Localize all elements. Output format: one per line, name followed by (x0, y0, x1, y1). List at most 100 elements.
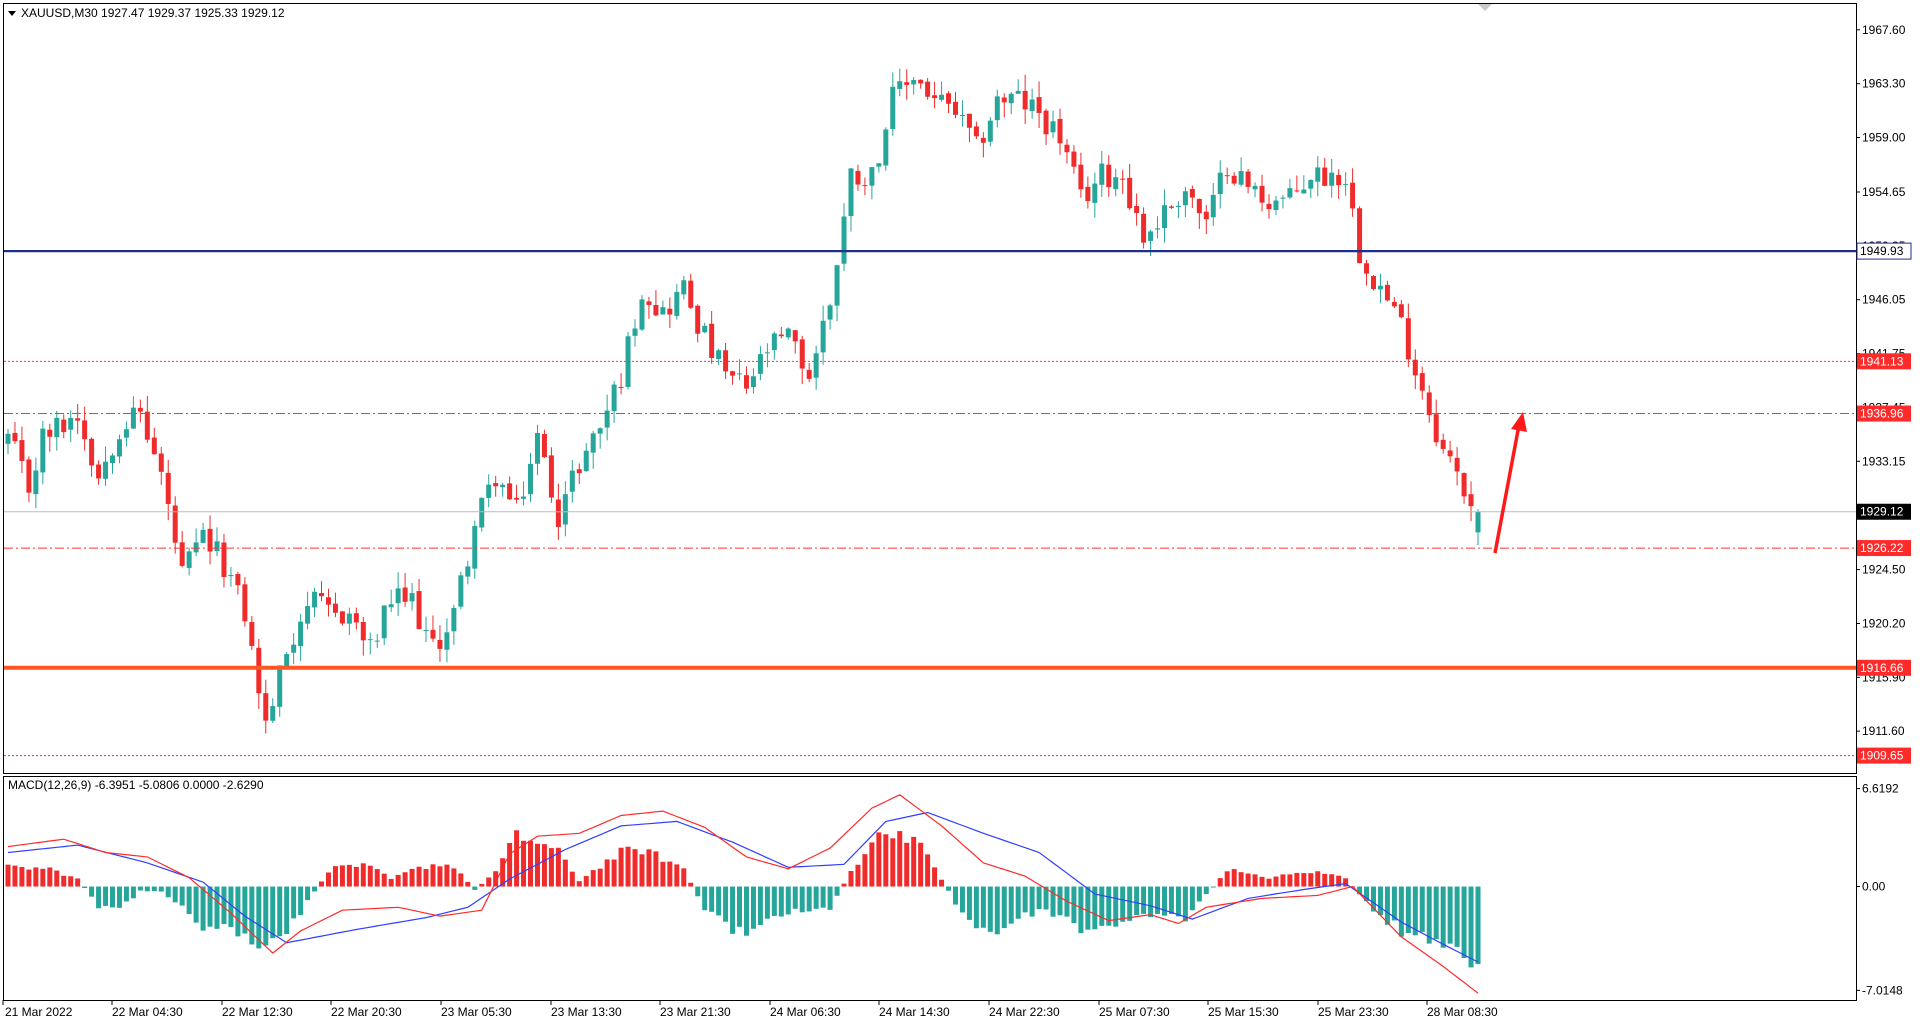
macd-histogram-bar (667, 861, 673, 887)
macd-histogram-bar (939, 879, 945, 887)
up-arrow-icon (1493, 412, 1527, 554)
macd-histogram-bar (367, 865, 373, 887)
macd-histogram-bar (89, 886, 95, 897)
candle (1315, 156, 1321, 197)
macd-histogram-bar (1134, 886, 1140, 916)
macd-histogram-bar (653, 851, 659, 887)
macd-histogram-bar (451, 868, 457, 887)
macd-histogram-bar (1252, 874, 1258, 887)
macd-histogram-bar (702, 886, 708, 911)
macd-histogram-bar (1357, 886, 1363, 895)
macd-histogram-bar (737, 886, 743, 927)
candle (291, 633, 297, 665)
macd-histogram-bar (186, 886, 192, 915)
candle (249, 615, 255, 650)
candle (19, 426, 25, 473)
price-level-tag[interactable]: 1941.13 (1857, 353, 1911, 370)
candle (667, 297, 673, 328)
price-level-tag[interactable]: 1926.22 (1857, 540, 1911, 557)
macd-histogram-bar (5, 864, 11, 887)
macd-histogram-bar (416, 866, 422, 887)
macd-histogram-bar (144, 886, 150, 892)
macd-histogram-bar (785, 886, 791, 915)
price-level-tag-label: 1916.66 (1860, 661, 1904, 675)
macd-histogram-bar (1036, 886, 1042, 910)
candle (932, 81, 938, 109)
candle (1113, 168, 1119, 197)
macd-histogram-bar (277, 886, 283, 937)
candle (806, 362, 812, 383)
macd-histogram-bar (792, 886, 798, 909)
candle (172, 496, 178, 554)
macd-histogram-bar (179, 886, 185, 906)
candle (597, 427, 603, 449)
time-tick-label: 23 Mar 05:30 (441, 1005, 512, 1019)
candle (1357, 206, 1363, 264)
macd-histogram-bar (298, 886, 304, 916)
time-tick-label: 24 Mar 22:30 (989, 1005, 1060, 1019)
symbol-dropdown-icon[interactable] (8, 11, 16, 16)
time-tick-label: 25 Mar 15:30 (1208, 1005, 1279, 1019)
macd-histogram-bar (911, 836, 917, 887)
macd-histogram-bar (1141, 886, 1147, 914)
candle (1329, 158, 1335, 198)
macd-histogram-bar (75, 878, 81, 887)
macd-histogram-bar (876, 832, 882, 887)
macd-histogram-bar (221, 886, 227, 924)
candle (757, 346, 763, 381)
candle (939, 81, 945, 102)
candle (116, 434, 122, 464)
candle (792, 330, 798, 354)
candle (1364, 259, 1370, 286)
time-tick-label: 22 Mar 20:30 (331, 1005, 402, 1019)
price-tick-label: 1954.65 (1862, 185, 1906, 199)
macd-axis[interactable]: 6.6192 0.00 -7.0148 (1856, 782, 1903, 998)
time-axis[interactable]: 21 Mar 2022 22 Mar 04:30 22 Mar 12:30 22 Ma… (2, 1000, 1498, 1019)
candle (1440, 433, 1446, 454)
macd-histogram-bar (590, 870, 596, 887)
macd-histogram-bar (1461, 886, 1467, 958)
price-level-tag[interactable]: 1916.66 (1857, 659, 1911, 676)
candle (716, 348, 722, 365)
macd-histogram-bar (430, 864, 436, 887)
candle (472, 520, 478, 579)
macd-histogram-bar (1454, 886, 1460, 947)
macd-histogram-bar (1412, 886, 1418, 936)
price-level-tag[interactable]: 1909.65 (1857, 747, 1911, 764)
macd-histogram-bar (959, 886, 965, 913)
macd-histogram-bar (660, 861, 666, 887)
candle (367, 632, 373, 655)
candle (514, 484, 520, 504)
macd-histogram-bar (604, 859, 610, 887)
candle (465, 560, 471, 585)
macd-histogram-bar (137, 886, 143, 891)
macd-histogram-bar (973, 886, 979, 929)
macd-histogram-bar (883, 834, 889, 887)
candle (486, 474, 492, 508)
candle (980, 132, 986, 158)
macd-histogram-bar (618, 847, 624, 887)
candle (1343, 172, 1349, 196)
candle (402, 572, 408, 607)
candle (1391, 297, 1397, 309)
candle (193, 528, 199, 557)
macd-histogram-bar (681, 868, 687, 887)
candle (674, 284, 680, 320)
candle (750, 368, 756, 394)
price-level-tag[interactable]: 1929.12 (1857, 503, 1911, 520)
scroll-marker-icon[interactable] (1478, 4, 1492, 11)
candle (374, 634, 380, 648)
macd-histogram-bar (548, 848, 554, 887)
candle (904, 69, 910, 100)
macd-histogram-bar (1029, 886, 1035, 917)
price-level-tag-label: 1909.65 (1860, 749, 1904, 763)
candle (799, 335, 805, 385)
price-level-tag[interactable]: 1936.96 (1857, 405, 1911, 422)
candle (256, 638, 262, 710)
price-level-tag[interactable]: 1949.93 (1856, 242, 1912, 260)
macd-histogram-bar (332, 866, 338, 887)
candle (305, 591, 311, 630)
price-axis[interactable]: 1967.601963.301959.001954.651950.351946.… (1856, 23, 1912, 764)
